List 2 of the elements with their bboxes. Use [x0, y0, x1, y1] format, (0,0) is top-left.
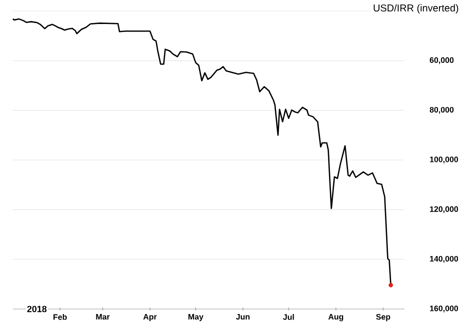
annotation: 2018	[27, 306, 47, 312]
chart-title: USD/IRR (inverted)	[374, 4, 458, 14]
